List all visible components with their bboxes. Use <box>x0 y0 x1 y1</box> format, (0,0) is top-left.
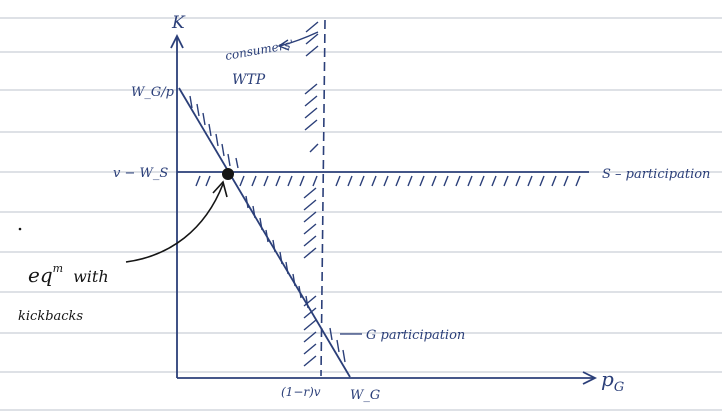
s-participation-label: S – participation <box>602 167 710 182</box>
x-axis-label: pG <box>601 367 624 395</box>
equilibrium-point <box>222 168 234 180</box>
g-participation-label: G participation <box>366 328 465 343</box>
y-tick-v-minus-ws: v − W_S <box>113 166 168 181</box>
consumers-wtp-label-line1: consumers' <box>224 37 295 63</box>
g-participation-hatching <box>189 95 346 363</box>
y-axis-label: K <box>171 13 186 33</box>
kickbacks-label: kickbacks <box>18 309 83 324</box>
y-axis-arrow <box>170 33 184 49</box>
x-tick-wg: W_G <box>350 388 380 403</box>
consumers-wtp-arrow <box>277 31 319 51</box>
ruled-lines <box>0 17 722 411</box>
s-participation-hatching <box>195 175 581 187</box>
consumers-wtp-line <box>320 19 326 377</box>
axes <box>170 33 598 385</box>
g-participation-line <box>178 87 351 378</box>
stray-pencil-mark <box>18 227 22 231</box>
equilibrium-arrow <box>125 180 228 263</box>
y-tick-wg-over-p: W_G/p <box>131 85 175 100</box>
consumers-wtp-hatching <box>303 21 319 367</box>
x-tick-one-minus-r-v: (1−r)v <box>281 385 321 399</box>
consumers-wtp-label-line2: WTP <box>232 72 266 88</box>
x-axis-arrow <box>582 371 598 385</box>
eqm-label: eqm with <box>28 262 109 287</box>
